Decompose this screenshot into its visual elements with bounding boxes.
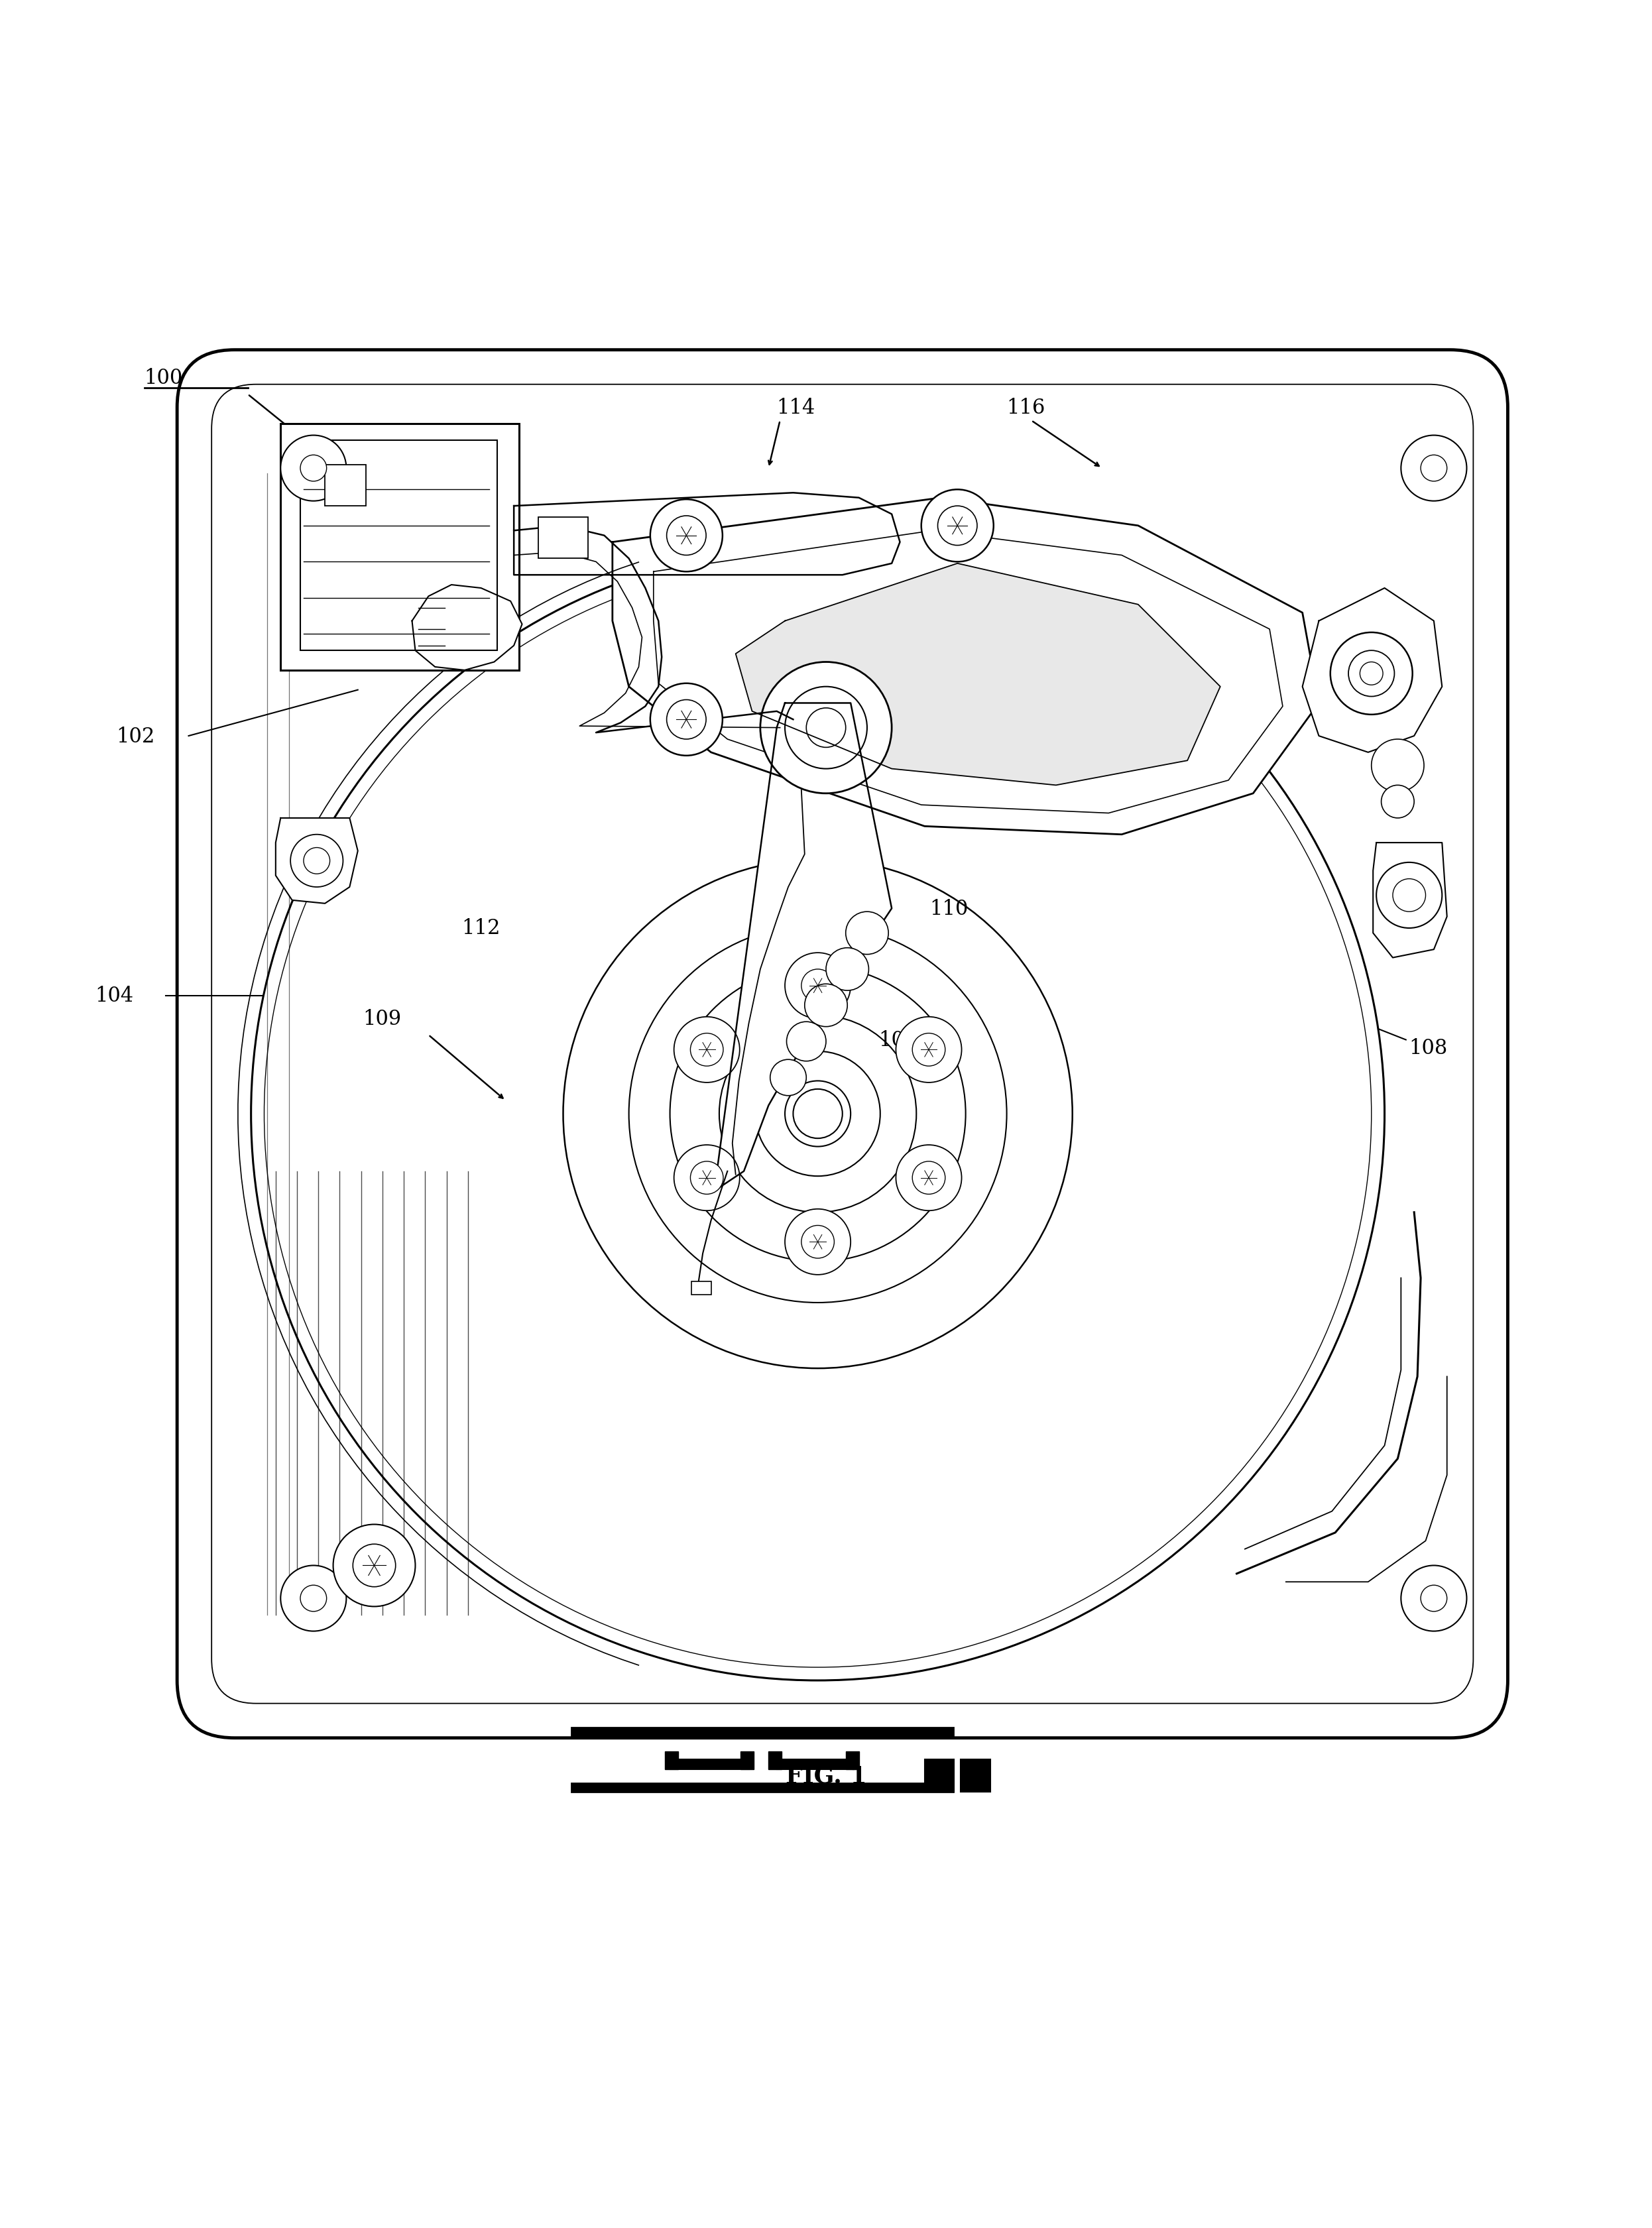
Polygon shape — [735, 564, 1221, 786]
Text: 104: 104 — [94, 985, 134, 1007]
Circle shape — [674, 1145, 740, 1210]
Circle shape — [912, 1161, 945, 1194]
Bar — [325, 466, 367, 506]
Text: 116: 116 — [1006, 397, 1046, 419]
Circle shape — [801, 969, 834, 1003]
Circle shape — [895, 1018, 961, 1083]
Circle shape — [826, 949, 869, 991]
Circle shape — [785, 1210, 851, 1274]
Circle shape — [1393, 880, 1426, 911]
Bar — [281, 423, 519, 671]
Circle shape — [846, 911, 889, 956]
Bar — [671, 1760, 748, 1769]
Text: 102: 102 — [116, 726, 155, 746]
Bar — [539, 517, 588, 559]
Circle shape — [304, 849, 330, 873]
Bar — [572, 1782, 953, 1791]
Circle shape — [770, 1061, 806, 1096]
Circle shape — [667, 700, 705, 740]
Bar — [961, 1760, 990, 1791]
Polygon shape — [613, 499, 1318, 836]
Circle shape — [1421, 1586, 1447, 1611]
Circle shape — [651, 684, 722, 755]
Text: 114: 114 — [776, 397, 816, 419]
Polygon shape — [714, 704, 892, 1192]
Circle shape — [1376, 862, 1442, 929]
Circle shape — [1421, 455, 1447, 481]
Circle shape — [1360, 662, 1383, 686]
Bar — [666, 1751, 679, 1769]
FancyBboxPatch shape — [177, 350, 1508, 1738]
Bar — [740, 1751, 753, 1769]
Circle shape — [785, 686, 867, 769]
Circle shape — [281, 437, 347, 501]
Bar — [301, 441, 497, 651]
Bar — [691, 1281, 710, 1294]
Bar — [925, 1760, 955, 1791]
Circle shape — [785, 954, 851, 1018]
Circle shape — [912, 1034, 945, 1067]
Circle shape — [895, 1145, 961, 1210]
Text: 100: 100 — [144, 368, 183, 388]
Circle shape — [691, 1161, 724, 1194]
Circle shape — [667, 517, 705, 555]
Circle shape — [806, 709, 846, 749]
Circle shape — [651, 499, 722, 573]
Circle shape — [1348, 651, 1394, 697]
Circle shape — [938, 506, 976, 546]
Text: 109: 109 — [363, 1009, 401, 1029]
Bar — [846, 1751, 859, 1769]
Circle shape — [291, 836, 344, 887]
Bar — [768, 1751, 781, 1769]
Circle shape — [1330, 633, 1412, 715]
Text: 112: 112 — [461, 918, 501, 938]
Circle shape — [674, 1018, 740, 1083]
Text: 108: 108 — [1409, 1038, 1447, 1058]
Polygon shape — [1373, 842, 1447, 958]
Circle shape — [354, 1544, 395, 1586]
Bar — [572, 1727, 953, 1738]
Circle shape — [1401, 1566, 1467, 1631]
Circle shape — [1401, 437, 1467, 501]
Polygon shape — [276, 818, 358, 905]
Circle shape — [793, 1089, 843, 1139]
Text: FIG. 1: FIG. 1 — [785, 1765, 867, 1787]
Polygon shape — [411, 586, 522, 671]
Polygon shape — [1302, 588, 1442, 753]
Circle shape — [786, 1023, 826, 1061]
Circle shape — [281, 1566, 347, 1631]
Circle shape — [301, 455, 327, 481]
Circle shape — [922, 490, 993, 561]
Bar — [776, 1760, 856, 1769]
Circle shape — [251, 548, 1384, 1680]
Circle shape — [334, 1524, 415, 1606]
Circle shape — [760, 662, 892, 793]
Circle shape — [301, 1586, 327, 1611]
Circle shape — [1371, 740, 1424, 793]
Text: 110: 110 — [930, 898, 968, 918]
Circle shape — [1381, 786, 1414, 818]
Polygon shape — [514, 492, 900, 575]
Circle shape — [801, 1225, 834, 1259]
Circle shape — [805, 985, 847, 1027]
Text: 106: 106 — [879, 1029, 917, 1049]
Circle shape — [691, 1034, 724, 1067]
